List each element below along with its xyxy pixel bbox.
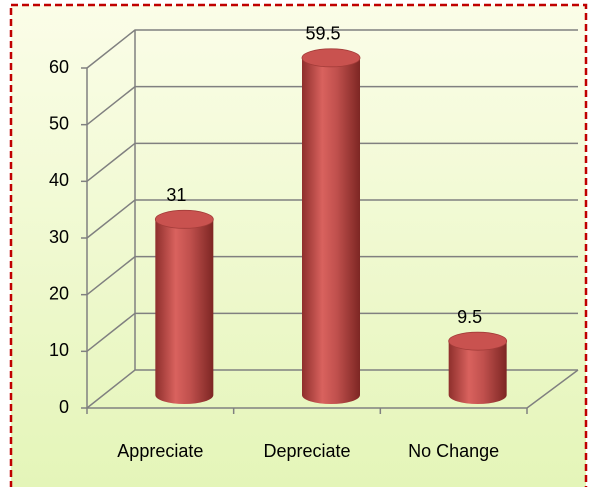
data-label: 59.5 — [305, 24, 340, 44]
y-tick-label: 60 — [49, 57, 69, 77]
y-tick-label: 30 — [49, 227, 69, 247]
x-tick-label: Depreciate — [263, 441, 350, 461]
bar — [448, 341, 507, 404]
y-tick-label: 40 — [49, 170, 69, 190]
grid-line — [86, 85, 578, 126]
grid-line — [86, 369, 578, 409]
bar — [155, 219, 214, 404]
y-tick-label: 20 — [49, 283, 69, 303]
bar-top — [448, 331, 508, 351]
grid-line — [86, 29, 578, 69]
x-tick-label: Appreciate — [117, 441, 203, 461]
bar — [302, 57, 360, 404]
y-tick-label: 0 — [59, 397, 69, 417]
grid-line — [86, 142, 578, 182]
bar-top — [154, 209, 214, 229]
y-tick-label: 50 — [49, 113, 69, 133]
data-label: 31 — [166, 185, 186, 205]
y-tick-label: 10 — [49, 340, 69, 360]
data-label: 9.5 — [457, 307, 482, 327]
chart-frame — [9, 3, 588, 487]
x-tick-label: No Change — [408, 441, 499, 461]
grid-line — [86, 199, 578, 239]
grid-line — [86, 255, 578, 296]
bar-top — [301, 48, 361, 68]
grid-line — [86, 312, 578, 352]
